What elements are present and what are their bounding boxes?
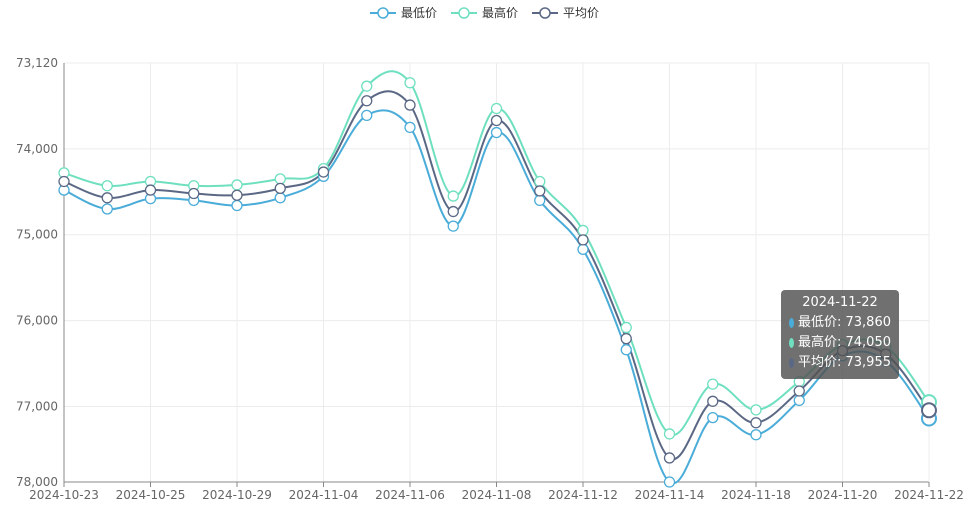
tooltip-dot-avg-icon (789, 358, 794, 368)
data-point-high (404, 77, 416, 89)
data-point-high (707, 378, 719, 390)
legend-item-low[interactable]: 最低价 (369, 4, 437, 21)
data-point-low (663, 476, 676, 488)
data-point-avg (317, 166, 330, 178)
data-point-high (447, 190, 459, 202)
data-point-avg (577, 234, 589, 246)
data-point-high (750, 404, 762, 416)
data-point-high (490, 102, 503, 115)
data-point-high (274, 173, 286, 185)
data-point-low (447, 220, 459, 232)
data-point-avg (447, 205, 459, 218)
legend-label-low: 最低价 (400, 6, 437, 20)
data-point-avg (274, 182, 286, 195)
data-point-avg (231, 189, 243, 201)
data-point-avg (144, 184, 157, 196)
y-tick-label: 73,120 (16, 56, 58, 70)
data-point-low (404, 121, 416, 134)
data-point-high (620, 321, 632, 334)
x-tick-label: 2024-11-18 (721, 488, 791, 502)
legend-marker-high-icon (450, 6, 477, 19)
x-tick-label: 2024-10-23 (29, 488, 99, 502)
data-point-avg (750, 417, 762, 429)
tooltip-dot-low-icon (789, 318, 794, 328)
data-point-low (490, 126, 503, 139)
data-point-low (231, 199, 243, 212)
x-tick-label: 2024-11-20 (808, 488, 878, 502)
tooltip-dot-high-icon (789, 338, 794, 348)
tooltip-value-avg: 平均价: 73,955 (798, 355, 891, 370)
data-point-avg (534, 185, 546, 197)
data-point-high (534, 175, 546, 188)
tooltip-row-avg: 平均价: 73,955 (789, 353, 891, 373)
y-tick-label: 75,000 (16, 228, 58, 242)
data-point-avg (663, 452, 676, 464)
data-point-low (361, 109, 373, 122)
tooltip-date: 2024-11-22 (802, 295, 878, 310)
data-point-low (577, 243, 589, 255)
data-point-low (274, 192, 286, 204)
data-point-low (707, 411, 719, 424)
tooltip-value-high: 最高价: 74,050 (798, 335, 891, 350)
data-point-avg (404, 99, 416, 111)
data-point-low (750, 429, 762, 441)
data-point-high (231, 179, 243, 191)
data-point-avg (793, 385, 805, 397)
data-point-high (361, 80, 373, 92)
x-tick-label: 2024-11-04 (289, 488, 359, 502)
data-point-avg (361, 95, 373, 107)
data-point-high (577, 224, 589, 237)
legend-marker-avg-icon (532, 6, 558, 19)
legend-label-avg: 平均价 (563, 6, 600, 20)
x-tick-label: 2024-11-06 (375, 488, 445, 502)
data-point-high (101, 180, 113, 192)
x-tick-label: 2024-11-14 (635, 488, 705, 502)
data-point-avg (620, 332, 632, 345)
data-point-avg (58, 175, 70, 188)
tooltip-row-low: 最低价: 73,860 (789, 313, 891, 333)
data-point-avg (188, 187, 200, 200)
x-tick-label: 2024-10-25 (116, 488, 186, 502)
legend-item-avg[interactable]: 平均价 (532, 4, 599, 21)
data-point-avg (707, 395, 719, 407)
legend-marker-low-icon (369, 6, 396, 19)
legend: 最低价 最高价 平均价 (0, 4, 969, 21)
y-tick-label: 78,000 (16, 475, 58, 489)
x-tick-label: 2024-10-29 (202, 488, 272, 502)
x-tick-label: 2024-11-12 (548, 488, 618, 502)
data-point-high (663, 428, 676, 440)
data-point-avg (921, 402, 937, 419)
legend-label-high: 最高价 (481, 6, 518, 20)
data-point-low (620, 344, 632, 356)
data-point-low (793, 394, 805, 407)
data-point-avg (101, 192, 113, 204)
y-tick-label: 74,000 (16, 142, 58, 156)
tooltip-row-high: 最高价: 74,050 (789, 333, 891, 353)
series-line-low (63, 109, 930, 485)
y-tick-label: 76,000 (16, 314, 58, 328)
data-point-low (101, 203, 113, 215)
data-point-avg (490, 114, 503, 127)
x-tick-label: 2024-11-22 (894, 488, 964, 502)
legend-item-high[interactable]: 最高价 (450, 4, 518, 21)
x-tick-label: 2024-11-08 (462, 488, 532, 502)
data-point-low (534, 194, 546, 207)
tooltip-value-low: 最低价: 73,860 (798, 315, 891, 330)
tooltip: 2024-11-22 最低价: 73,860 最高价: 74,050 平均价: … (781, 290, 899, 379)
y-tick-label: 77,000 (16, 399, 58, 413)
